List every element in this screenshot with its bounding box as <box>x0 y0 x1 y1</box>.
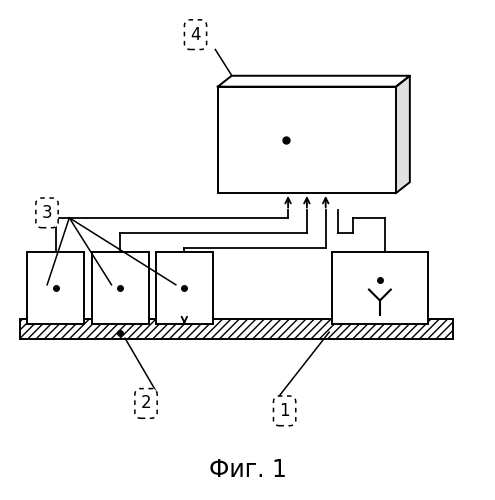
Bar <box>20 320 453 339</box>
Bar <box>332 252 428 324</box>
Text: 4: 4 <box>190 26 201 44</box>
Bar <box>218 86 396 193</box>
Text: 2: 2 <box>141 394 151 412</box>
Text: Фиг. 1: Фиг. 1 <box>208 458 287 482</box>
Text: 3: 3 <box>42 204 52 222</box>
Bar <box>92 252 148 324</box>
Text: 1: 1 <box>279 402 290 420</box>
Bar <box>20 320 453 339</box>
Bar <box>156 252 213 324</box>
Bar <box>27 252 84 324</box>
Polygon shape <box>396 76 410 193</box>
Polygon shape <box>218 76 410 86</box>
